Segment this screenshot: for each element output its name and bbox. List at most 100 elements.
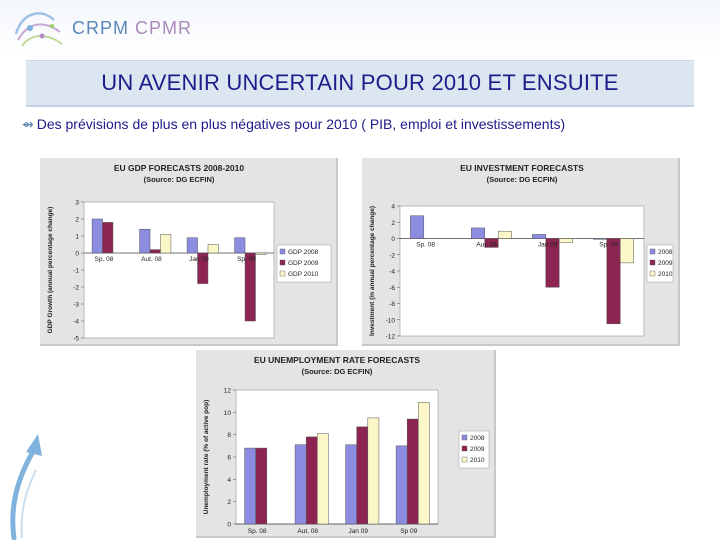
legend-swatch xyxy=(279,248,286,255)
x-category-label: Aut. 08 xyxy=(141,256,162,263)
chart-subtitle: (Source: DG ECFIN) xyxy=(487,175,558,184)
bar-2010 xyxy=(418,402,430,525)
x-category-label: Jan 09 xyxy=(189,256,209,263)
chart-title: EU GDP FORECASTS 2008-2010 xyxy=(114,163,244,173)
x-category-label: Sp. 08 xyxy=(95,256,114,263)
bar-2008 xyxy=(532,234,547,239)
header-band xyxy=(0,0,720,56)
legend-swatch xyxy=(279,259,286,266)
bar-gdp-2009 xyxy=(102,222,114,254)
slide-title: UN AVENIR UNCERTAIN POUR 2010 ET ENSUITE xyxy=(101,70,619,95)
bullet-point: ⇴ Des prévisions de plus en plus négative… xyxy=(22,116,565,133)
y-tick-label: 2 xyxy=(391,220,395,227)
bar-2009 xyxy=(545,238,560,288)
bar-2008 xyxy=(593,238,608,240)
investment-chart-svg: EU INVESTMENT FORECASTS (Source: DG ECFIN… xyxy=(369,163,674,341)
x-category-label: Jan 09 xyxy=(348,528,368,535)
unemployment-chart-svg: EU UNEMPLOYMENT RATE FORECASTS (Source: D… xyxy=(203,355,490,535)
legend-entry: GDP 2010 xyxy=(288,271,319,278)
gdp-chart-svg: EU GDP FORECASTS 2008-2010 (Source: DG EC… xyxy=(47,163,332,343)
bar-2009 xyxy=(606,238,621,325)
legend-swatch xyxy=(461,445,468,452)
y-tick-label: 4 xyxy=(391,204,395,211)
decorative-arrow-icon xyxy=(10,434,42,540)
legend-swatch xyxy=(461,456,468,463)
x-category-label: Sp. 08 xyxy=(248,528,267,535)
y-tick-label: 6 xyxy=(227,455,231,462)
gdp-chart: EU GDP FORECASTS 2008-2010 (Source: DG EC… xyxy=(40,158,338,346)
y-tick-label: -2 xyxy=(389,252,395,259)
slide-title-box: UN AVENIR UNCERTAIN POUR 2010 ET ENSUITE xyxy=(26,60,694,107)
legend-entry: GDP 2009 xyxy=(288,260,319,267)
legend-box xyxy=(276,244,332,283)
legend-swatch xyxy=(279,270,286,277)
bar-2010 xyxy=(619,238,634,264)
y-tick-label: 3 xyxy=(75,200,79,207)
bar-2008 xyxy=(471,227,486,239)
x-category-label: Aut. 08 xyxy=(476,242,497,249)
y-tick-label: 1 xyxy=(75,234,79,241)
x-category-label: Aut. 08 xyxy=(297,528,318,535)
legend-entry: 2008 xyxy=(470,435,485,442)
bar-gdp-2010 xyxy=(255,252,267,255)
chart-subtitle: (Source: DG ECFIN) xyxy=(144,175,215,184)
bar-gdp-2010 xyxy=(160,234,172,254)
chart-title: EU INVESTMENT FORECASTS xyxy=(460,163,584,173)
bar-gdp-2008 xyxy=(186,237,198,254)
y-tick-label: -5 xyxy=(73,336,79,343)
x-category-label: Jan 09 xyxy=(538,242,558,249)
y-tick-label: -4 xyxy=(73,319,79,326)
legend-entry: 2010 xyxy=(470,457,485,464)
y-tick-label: -12 xyxy=(386,334,396,341)
brand-crpm: CRPM xyxy=(72,18,129,38)
chart-title: EU UNEMPLOYMENT RATE FORECASTS xyxy=(254,355,420,365)
y-tick-label: 0 xyxy=(391,236,395,243)
bar-2008 xyxy=(395,445,408,525)
bar-2009 xyxy=(484,238,499,248)
bar-gdp-2008 xyxy=(139,228,151,254)
y-tick-label: -1 xyxy=(73,268,79,275)
y-tick-label: 8 xyxy=(227,432,231,439)
legend-entry: GDP 2008 xyxy=(288,249,319,256)
y-tick-label: 12 xyxy=(224,388,232,395)
x-category-label: Sp 09 xyxy=(400,528,417,535)
y-tick-label: 2 xyxy=(75,217,79,224)
bar-2008 xyxy=(410,215,425,239)
bar-2010 xyxy=(317,433,329,525)
y-tick-label: 10 xyxy=(224,410,232,417)
bullet-text: Des prévisions de plus en plus négatives… xyxy=(36,116,566,132)
bar-gdp-2009 xyxy=(244,252,256,322)
legend-entry: 2008 xyxy=(658,249,673,256)
y-axis-label: Investment (in annual percentage change) xyxy=(369,206,376,336)
bar-gdp-2009 xyxy=(197,252,209,284)
brand-cpmr: CPMR xyxy=(135,18,192,38)
y-axis-label: Unemployment rate (% of active pop) xyxy=(203,400,210,515)
investment-chart: EU INVESTMENT FORECASTS (Source: DG ECFIN… xyxy=(362,158,680,346)
chart-subtitle: (Source: DG ECFIN) xyxy=(302,367,373,376)
y-tick-label: 4 xyxy=(227,477,231,484)
legend-swatch xyxy=(461,434,468,441)
bullet-arrow-icon: ⇴ xyxy=(22,116,34,132)
bar-2010 xyxy=(497,230,512,239)
y-tick-label: 0 xyxy=(75,251,79,258)
legend-swatch xyxy=(649,248,656,255)
bar-2009 xyxy=(305,436,318,525)
legend-entry: 2009 xyxy=(658,260,673,267)
y-tick-label: -3 xyxy=(73,302,79,309)
bar-gdp-2009 xyxy=(149,249,161,254)
y-tick-label: 0 xyxy=(227,522,231,529)
x-category-label: Sp. 08 xyxy=(416,242,435,249)
y-tick-label: 2 xyxy=(227,499,231,506)
y-axis-label: GDP Growth (annual percentage change) xyxy=(47,207,54,334)
legend-entry: 2009 xyxy=(470,446,485,453)
legend-swatch xyxy=(649,259,656,266)
y-tick-label: -2 xyxy=(73,285,79,292)
plot-area xyxy=(83,201,275,339)
y-tick-label: -6 xyxy=(389,285,395,292)
y-tick-label: -10 xyxy=(386,317,396,324)
bar-2010 xyxy=(558,238,573,243)
brand-name: CRPM CPMR xyxy=(72,18,192,39)
bar-2010 xyxy=(367,417,380,525)
plot-area xyxy=(399,205,645,337)
bar-gdp-2010 xyxy=(207,244,219,254)
